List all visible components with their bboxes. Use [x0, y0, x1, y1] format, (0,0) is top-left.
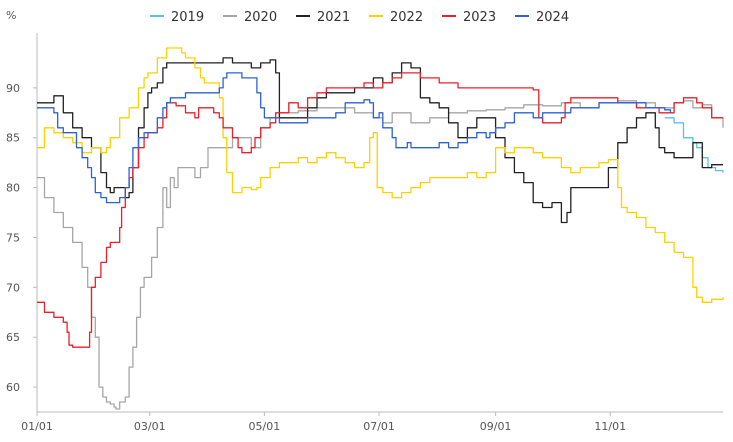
series-line-2024 [37, 72, 672, 204]
y-tick-label: 85 [6, 132, 20, 145]
y-tick-label: 75 [6, 231, 20, 244]
legend-label-2022: 2022 [390, 10, 423, 25]
series-line-2020 [37, 100, 724, 410]
series-lines [37, 47, 724, 410]
legend: 2019 2020 2021 2022 2023 2024 [150, 10, 569, 25]
y-axis-ticks: 60 65 70 75 80 85 90 [6, 82, 37, 394]
series-line-2023 [37, 72, 723, 348]
series-line-2019 [664, 117, 724, 173]
y-tick-label: 80 [6, 182, 20, 195]
x-tick-label: 07/01 [363, 420, 395, 433]
y-tick-label: 90 [6, 82, 20, 95]
x-tick-label: 11/01 [594, 420, 626, 433]
x-tick-label: 01/01 [21, 420, 53, 433]
series-line-2021 [37, 57, 723, 224]
legend-label-2020: 2020 [244, 10, 277, 25]
x-tick-label: 09/01 [480, 420, 512, 433]
axes: % [6, 9, 723, 413]
legend-label-2023: 2023 [463, 10, 496, 25]
y-tick-label: 65 [6, 331, 20, 344]
y-tick-label: 60 [6, 381, 20, 394]
series-line-2022 [37, 47, 724, 303]
y-axis-unit-label: % [6, 9, 16, 22]
legend-label-2024: 2024 [536, 10, 569, 25]
y-tick-label: 70 [6, 281, 20, 294]
legend-label-2019: 2019 [171, 10, 204, 25]
x-tick-label: 03/01 [134, 420, 166, 433]
x-tick-label: 05/01 [249, 420, 281, 433]
x-axis-ticks: 01/01 03/01 05/01 07/01 09/01 11/01 [21, 412, 626, 433]
legend-label-2021: 2021 [317, 10, 350, 25]
